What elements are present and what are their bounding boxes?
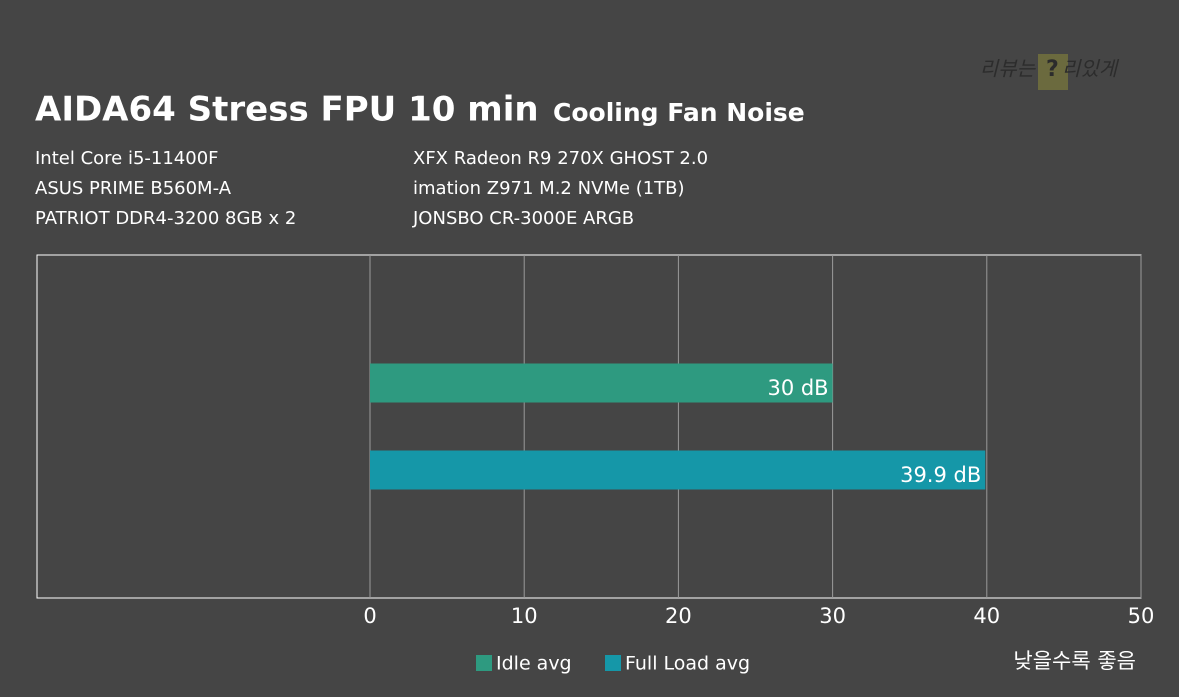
legend-swatch: [476, 655, 492, 671]
x-tick-label: 0: [363, 604, 376, 628]
legend-label: Idle avg: [496, 653, 572, 675]
legend-swatch: [605, 655, 621, 671]
legend-label: Full Load avg: [625, 653, 750, 675]
spec: imation Z971 M.2 NVMe (1TB): [413, 178, 685, 199]
watermark: 리뷰는: [980, 57, 1037, 81]
note: 낮을수록 좋음: [1013, 649, 1136, 673]
value-label: 39.9 dB: [900, 463, 981, 487]
x-tick-label: 50: [1128, 604, 1155, 628]
watermark: 리있게: [1062, 57, 1120, 81]
bar: [370, 450, 986, 490]
watermark-icon: [1038, 54, 1068, 90]
watermark-icon-mark: ?: [1046, 57, 1059, 82]
chart-title: AIDA64 Stress FPU 10 min: [35, 90, 539, 130]
x-tick-label: 40: [973, 604, 1000, 628]
chart-subtitle: Cooling Fan Noise: [553, 98, 805, 127]
spec: PATRIOT DDR4-3200 8GB x 2: [35, 208, 296, 229]
x-tick-label: 10: [511, 604, 538, 628]
x-tick-label: 30: [819, 604, 846, 628]
spec: JONSBO CR-3000E ARGB: [412, 208, 634, 229]
spec: ASUS PRIME B560M-A: [35, 178, 232, 199]
bar: [370, 363, 833, 403]
spec: Intel Core i5-11400F: [35, 148, 219, 169]
x-tick-label: 20: [665, 604, 692, 628]
value-label: 30 dB: [767, 376, 828, 400]
spec: XFX Radeon R9 270X GHOST 2.0: [413, 148, 708, 169]
